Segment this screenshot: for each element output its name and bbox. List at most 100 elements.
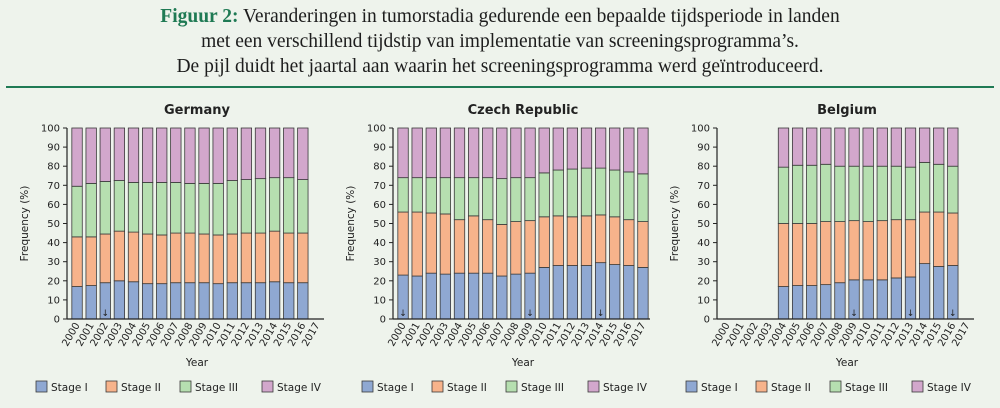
y-tick-label: 100: [41, 124, 60, 135]
bar-segment-2-2016: [947, 212, 959, 266]
legend-swatch-stage-1: [35, 380, 48, 393]
screening-arrow-icon: ↓: [949, 309, 957, 319]
bar-segment-2-2008: [834, 221, 846, 284]
bar-segment-3-2001: [85, 182, 97, 238]
bar-segment-1-2000: [71, 286, 83, 320]
bar-segment-3-2007: [170, 182, 182, 234]
y-axis-title: Frequency (%): [669, 186, 681, 262]
bar-segment-1-2012: [240, 282, 253, 320]
y-tick-label: 30: [373, 257, 386, 268]
bar-segment-1-2011: [876, 279, 888, 320]
bar-segment-4-2011: [552, 127, 564, 171]
y-tick-label: 60: [47, 200, 60, 211]
bar-segment-1-2008: [510, 273, 522, 320]
y-tick-label: 40: [47, 238, 60, 249]
bar-segment-2-2010: [538, 216, 550, 268]
bar-segment-3-2005: [791, 164, 804, 224]
y-tick-label: 70: [697, 181, 710, 192]
x-axis-title: Year: [511, 357, 535, 369]
bar-segment-3-2009: [198, 182, 210, 235]
y-axis-title: Frequency (%): [345, 186, 357, 262]
bar-segment-3-2016: [623, 171, 635, 221]
bar-segment-3-2015: [609, 169, 621, 218]
bar-segment-1-2014: [918, 263, 931, 320]
bar-segment-4-2008: [184, 127, 196, 184]
bar-segment-4-2014: [268, 127, 281, 179]
bar-segment-4-2003: [439, 127, 452, 179]
bar-segment-4-2007: [496, 127, 508, 180]
bar-segment-2-2007: [820, 221, 832, 286]
bar-segment-4-2013: [904, 127, 917, 168]
bar-segment-1-2009: [198, 282, 210, 320]
y-tick-label: 10: [47, 295, 60, 306]
bar-segment-3-2006: [156, 182, 168, 236]
bar-segment-1-2016: [623, 265, 635, 320]
bar-segment-4-2014: [594, 127, 607, 169]
bar-segment-2-2012: [566, 216, 579, 266]
bar-segment-2-2004: [127, 231, 140, 283]
chart-title: Germany: [164, 103, 230, 118]
bar-segment-1-2007: [496, 275, 508, 320]
bar-segment-1-2001: [85, 285, 97, 320]
bar-segment-2-2000: [71, 236, 83, 287]
bar-segment-2-2011: [552, 215, 564, 266]
bar-segment-4-2003: [113, 127, 126, 181]
chart-czech-republic-svg: Czech Republic↓ ↓ ↓01020304050607080901002…: [345, 103, 650, 394]
y-tick-label: 0: [704, 315, 710, 326]
bar-segment-2-2014: [594, 214, 607, 264]
bar-segment-1-2005: [467, 272, 480, 320]
bar-segment-3-2012: [890, 165, 903, 221]
bar-segment-3-2007: [820, 163, 832, 222]
bar-segment-2-2000: [397, 211, 409, 276]
bar-segment-2-2003: [439, 213, 452, 275]
bar-segment-3-2002: [425, 177, 437, 214]
bar-segment-1-2004: [453, 272, 466, 320]
y-tick-label: 80: [373, 162, 386, 173]
bar-segment-1-2006: [156, 283, 168, 320]
bar-segment-1-2006: [806, 285, 818, 320]
legend-label-stage-3: Stage III: [845, 382, 888, 394]
bar-segment-1-2001: [411, 275, 423, 320]
bar-segment-3-2003: [113, 180, 126, 232]
bar-segment-2-2007: [170, 232, 182, 284]
bar-segment-1-2004: [127, 281, 140, 320]
bar-segment-1-2012: [566, 265, 579, 320]
bar-segment-3-2010: [538, 172, 550, 218]
bar-segment-3-2006: [482, 177, 494, 221]
bar-segment-2-2004: [453, 219, 466, 274]
y-tick-label: 40: [373, 238, 386, 249]
screening-arrow-icon: ↓: [102, 309, 110, 319]
bar-segment-1-2013: [580, 265, 593, 320]
bar-segment-4-2016: [947, 127, 959, 167]
y-tick-label: 100: [367, 124, 386, 135]
legend-swatch-stage-2: [105, 380, 118, 393]
bar-segment-1-2011: [552, 265, 564, 320]
bar-segment-1-2010: [538, 267, 550, 320]
legend-swatch-stage-3: [829, 380, 842, 393]
bar-segment-3-2011: [876, 165, 888, 222]
bar-segment-3-2016: [947, 165, 959, 214]
bar-segment-3-2014: [268, 177, 281, 232]
bar-segment-4-2007: [170, 127, 182, 183]
bar-segment-3-2015: [283, 177, 295, 234]
y-tick-label: 80: [47, 162, 60, 173]
bar-segment-3-2017: [637, 173, 649, 222]
bar-segment-4-2006: [482, 127, 494, 179]
bar-segment-2-2002: [425, 212, 437, 274]
y-tick-label: 70: [373, 181, 386, 192]
bar-segment-4-2010: [862, 127, 874, 167]
legend-swatch-stage-4: [261, 380, 274, 393]
bar-segment-1-2017: [637, 267, 649, 320]
x-axis-title: Year: [835, 357, 859, 369]
bar-segment-2-2013: [580, 215, 593, 266]
bar-segment-2-2005: [791, 223, 804, 286]
bar-segment-2-2008: [510, 221, 522, 275]
y-tick-label: 60: [697, 200, 710, 211]
bar-segment-2-2009: [848, 220, 860, 281]
bar-segment-2-2005: [141, 233, 154, 285]
y-tick-label: 50: [47, 219, 60, 230]
bar-segment-4-2002: [425, 127, 437, 179]
bar-segment-2-2006: [806, 223, 818, 286]
bar-segment-4-2004: [777, 127, 790, 168]
bar-segment-4-2000: [71, 127, 83, 187]
